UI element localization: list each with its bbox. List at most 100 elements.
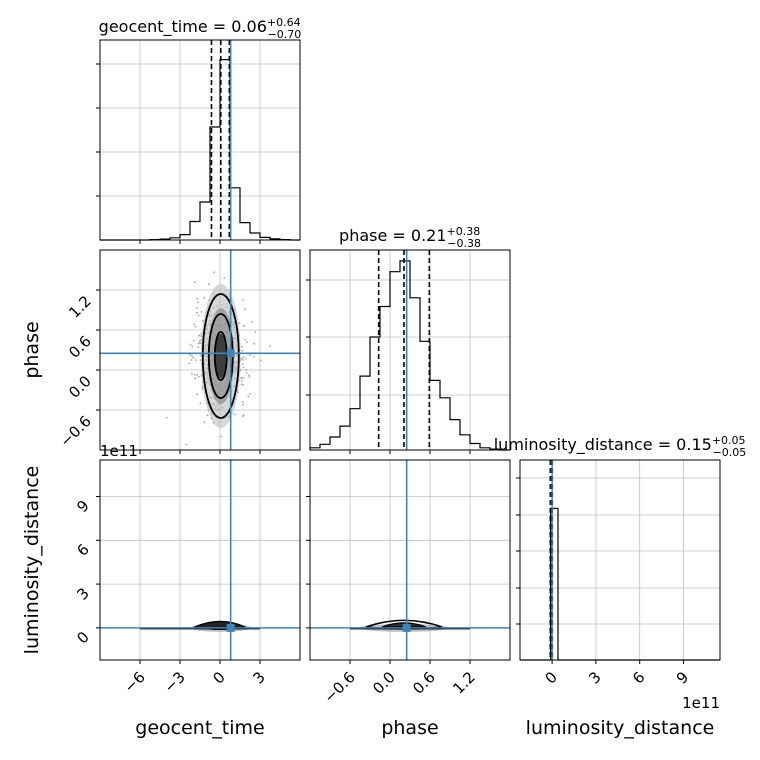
scatter-point	[213, 271, 216, 274]
scatter-point	[253, 342, 256, 345]
hist-phase-steps	[309, 260, 510, 451]
scatter-point	[203, 296, 206, 299]
p10-frame	[99, 249, 301, 451]
scatter-point	[199, 402, 202, 405]
phase-ytick-label-2: 0.0	[65, 372, 95, 402]
offset-ld-y: 1e11	[100, 442, 138, 460]
scatter-point	[241, 345, 244, 348]
scatter-point	[242, 384, 245, 386]
geocent-xtick-label-2: 0	[209, 668, 228, 687]
scatter-point	[194, 325, 197, 328]
ld-ytick-label-3: 0	[73, 628, 92, 647]
scatter-point	[243, 377, 245, 379]
scatter-point	[193, 323, 196, 326]
scatter-point	[240, 383, 243, 386]
phase-ytick-label-3: −0.6	[56, 412, 94, 450]
scatter-point	[245, 357, 248, 360]
scatter-point	[196, 307, 198, 309]
scatter-point	[196, 373, 199, 376]
scatter-point	[247, 395, 250, 398]
scatter-point	[197, 301, 199, 304]
ld-xtick-label-3: 9	[673, 668, 692, 687]
scatter-point	[193, 281, 196, 284]
scatter-point	[249, 393, 252, 395]
scatter-point	[189, 343, 192, 346]
scatter-point	[165, 416, 168, 419]
title-luminosity-distance-upper: +0.05	[712, 434, 746, 447]
offset-ld-x: 1e11	[682, 694, 720, 712]
title-phase-lower: −0.38	[447, 237, 481, 250]
p10-truth-marker	[226, 349, 235, 358]
scatter-point	[251, 321, 253, 323]
geocent-xtick-label-0: −6	[120, 668, 148, 696]
scatter-point	[203, 421, 206, 424]
scatter-point	[245, 369, 248, 371]
scatter-point	[242, 356, 245, 359]
scatter-point	[242, 414, 245, 417]
ld-ytick-label-0: 9	[73, 497, 92, 516]
phase-xtick-label-3: 1.2	[449, 668, 479, 698]
ld-xtick-label-2: 6	[629, 668, 648, 687]
scatter-point	[220, 435, 222, 438]
scatter-point	[197, 314, 200, 317]
hist-ld-frame	[519, 459, 721, 661]
scatter-point	[243, 325, 246, 327]
phase-xtick-label-0: −0.6	[320, 668, 358, 706]
scatter-point	[196, 297, 199, 300]
phase-xtick-label-2: 0.6	[409, 668, 439, 698]
scatter-point	[197, 346, 200, 349]
scatter-point	[196, 393, 198, 396]
scatter-point	[242, 298, 244, 301]
title-luminosity-distance-lower: −0.05	[713, 446, 747, 459]
geocent-xtick-label-1: −3	[160, 668, 188, 696]
scatter-point	[192, 356, 195, 359]
ylabel-phase: phase	[21, 321, 43, 378]
scatter-point	[248, 374, 251, 377]
scatter-point	[199, 342, 202, 345]
scatter-point	[241, 363, 244, 366]
p20-truth-marker	[226, 623, 235, 632]
ylabel-luminosity-distance: luminosity_distance	[21, 466, 43, 655]
scatter-point	[198, 340, 201, 343]
xlabel-phase: phase	[381, 717, 438, 739]
scatter-point	[194, 377, 197, 380]
scatter-point	[240, 357, 243, 360]
scatter-point	[223, 277, 226, 279]
scatter-point	[200, 311, 203, 313]
scatter-point	[269, 345, 271, 348]
title-phase-upper: +0.38	[447, 225, 481, 238]
scatter-point	[193, 373, 196, 376]
phase-xtick-label-1: 0.0	[369, 668, 399, 698]
title-luminosity-distance: luminosity_distance = 0.15+0.05 −0.05	[494, 434, 747, 459]
p21-truth-marker	[402, 623, 411, 632]
scatter-point	[198, 334, 201, 337]
xlabel-luminosity-distance: luminosity_distance	[526, 717, 715, 739]
ld-xtick-label-1: 3	[585, 668, 604, 687]
scatter-point	[190, 359, 193, 361]
scatter-point	[240, 379, 243, 382]
scatter-point	[191, 372, 193, 375]
scatter-point	[196, 311, 198, 314]
p20-frame	[99, 459, 301, 661]
scatter-point	[245, 341, 248, 344]
p10-contour-2	[201, 293, 240, 419]
scatter-point	[241, 401, 244, 403]
scatter-point	[188, 354, 191, 356]
p10-density-inner	[214, 334, 227, 378]
scatter-point	[206, 414, 209, 417]
scatter-point	[252, 355, 255, 358]
scatter-point	[191, 354, 193, 357]
ld-ytick-label-1: 6	[73, 540, 92, 559]
scatter-point	[254, 330, 257, 333]
scatter-point	[259, 359, 262, 362]
title-geocent-time: geocent_time = 0.06+0.64 −0.70	[99, 16, 302, 41]
scatter-point	[201, 388, 204, 390]
scatter-point	[241, 349, 244, 352]
scatter-point	[245, 372, 248, 374]
scatter-point	[242, 366, 245, 369]
phase-ytick-label-0: 1.2	[65, 292, 95, 322]
scatter-point	[244, 308, 247, 311]
scatter-point	[188, 362, 191, 365]
title-geocent-time-lower: −0.70	[268, 28, 302, 41]
scatter-point	[197, 342, 200, 345]
